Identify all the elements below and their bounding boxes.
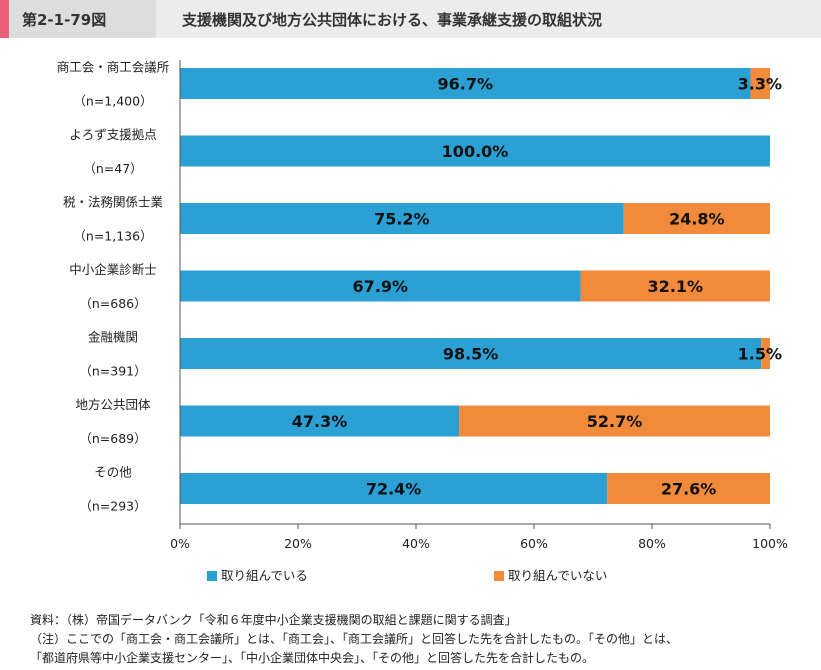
figure-number-tab: 第2-1-79図 [0, 0, 156, 38]
data-label: 52.7% [587, 412, 643, 431]
bar-segment [180, 338, 762, 369]
data-label: 72.4% [366, 480, 422, 499]
legend-label-series-2: 取り組んでいない [508, 568, 608, 583]
x-tick-label: 100% [752, 536, 788, 551]
data-label: 32.1% [648, 277, 704, 296]
figure-accent-bar [0, 0, 9, 38]
legend-label-series-1: 取り組んでいる [221, 568, 308, 583]
category-label: 中小企業診断士 [69, 262, 157, 277]
category-label: 金融機関 [88, 330, 138, 345]
bar-segment [180, 135, 770, 167]
chart-notes: 資料：（株）帝国データバンク「令和６年度中小企業支援機関の取組と課題に関する調査… [30, 611, 678, 668]
bar-segment [180, 405, 460, 437]
footnote-2: 「都道府県等中小企業支援センター」、「中小企業団体中央会」、「その他」と回答した… [30, 651, 595, 665]
data-label: 96.7% [438, 75, 494, 94]
bar-segment [623, 203, 770, 234]
data-label: 100.0% [442, 142, 509, 161]
bar-segment [750, 68, 770, 99]
legend-item-series-2: 取り組んでいない [494, 565, 607, 584]
data-label: 27.6% [661, 480, 717, 499]
bar-segment [180, 203, 624, 234]
category-sample-size: （n=391） [79, 364, 146, 379]
category-label: 税・法務関係士業 [63, 195, 164, 210]
x-tick-label: 60% [520, 536, 548, 551]
figure-number: 第2-1-79図 [22, 11, 107, 29]
category-sample-size: （n=689） [79, 431, 146, 446]
data-label: 75.2% [374, 210, 430, 229]
x-tick-label: 40% [402, 536, 430, 551]
category-sample-size: （n=1,400） [73, 94, 152, 109]
source-note: 資料：（株）帝国データバンク「令和６年度中小企業支援機関の取組と課題に関する調査… [30, 613, 517, 627]
x-tick-label: 0% [170, 536, 190, 551]
x-tick-label: 20% [284, 536, 312, 551]
category-label: その他 [94, 465, 132, 480]
legend-item-series-1: 取り組んでいる [207, 565, 308, 584]
data-label: 3.3% [738, 75, 782, 94]
category-label: 地方公共団体 [75, 397, 151, 412]
category-sample-size: （n=686） [79, 296, 146, 311]
data-label: 47.3% [292, 412, 348, 431]
figure-header: 第2-1-79図 支援機関及び地方公共団体における、事業承継支援の取組状況 [0, 0, 821, 38]
data-label: 24.8% [669, 210, 725, 229]
category-sample-size: （n=47） [83, 161, 142, 176]
bar-segment [180, 270, 581, 302]
data-label: 98.5% [443, 345, 499, 364]
legend-swatch-series-2 [494, 571, 504, 581]
stacked-bar-chart: 商工会・商工会議所 （n=1,400） 96.7% 3.3% よろず支援拠点 （n=47）… [57, 60, 788, 552]
category-label: 商工会・商工会議所 [57, 60, 170, 75]
figure-title: 支援機関及び地方公共団体における、事業承継支援の取組状況 [182, 11, 603, 29]
footnote-1: （注）ここでの「商工会・商工会議所」とは、「商工会」、「商工会議所」と回答した先… [30, 632, 679, 646]
bar-segment [180, 473, 608, 504]
bar-segment [761, 338, 770, 369]
legend-swatch-series-1 [207, 571, 217, 581]
data-label: 67.9% [353, 277, 409, 296]
category-sample-size: （n=1,136） [73, 229, 152, 244]
bar-segment [180, 68, 751, 99]
bar-segment [580, 270, 770, 302]
data-label: 1.5% [738, 345, 782, 364]
x-tick-label: 80% [638, 536, 666, 551]
bar-segment [459, 405, 770, 437]
category-label: よろず支援拠点 [69, 127, 157, 142]
category-sample-size: （n=293） [79, 499, 146, 514]
bar-segment [607, 473, 770, 504]
